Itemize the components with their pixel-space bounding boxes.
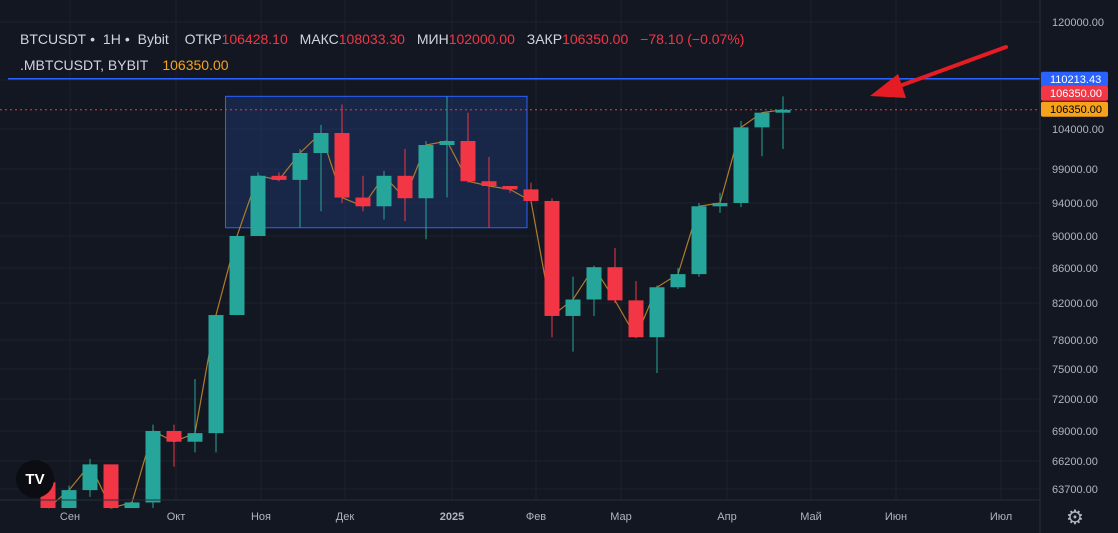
candle-body	[712, 203, 728, 207]
tradingview-logo[interactable]: TV	[16, 460, 54, 498]
price-tick-label: 78000.00	[1052, 335, 1098, 347]
low-value: 102000.00	[448, 31, 515, 47]
time-tick-label: Май	[800, 511, 822, 523]
candle-body	[502, 186, 518, 190]
hline-price-badge-bg	[1041, 71, 1108, 87]
candle-body	[733, 127, 749, 203]
sub-symbol-value: 106350.00	[162, 57, 229, 73]
time-tick-label: Июн	[885, 511, 907, 523]
symbol-label[interactable]: BTCUSDT	[20, 31, 87, 47]
legend-row-main: BTCUSDT • 1H • Bybit ОТКР106428.10 МАКС108…	[20, 31, 745, 47]
open-label: ОТКР	[184, 31, 222, 47]
candle-body	[418, 145, 434, 199]
candle-body	[229, 236, 245, 316]
candle-body	[355, 197, 371, 207]
candle-body	[544, 200, 560, 316]
candle-body	[334, 133, 350, 198]
range-box	[225, 95, 528, 229]
candle-body	[145, 431, 161, 503]
candle-body	[607, 267, 623, 301]
price-tick-label: 69000.00	[1052, 426, 1098, 438]
sub-symbol-label[interactable]: .MBTCUSDT, BYBIT	[20, 57, 149, 73]
exchange-label: Bybit	[137, 31, 169, 47]
candle-body	[187, 433, 203, 442]
price-tick-label: 82000.00	[1052, 298, 1098, 310]
candle-body	[124, 502, 140, 509]
last-price-badge-bg	[1041, 85, 1108, 101]
high-value: 108033.30	[338, 31, 405, 47]
hline-price-badge: 110213.43	[1050, 74, 1101, 86]
indicator-price-badge-bg	[1041, 101, 1108, 117]
time-tick-label: Окт	[167, 511, 186, 523]
candle-body	[691, 206, 707, 275]
candle-body	[397, 175, 413, 199]
candle-body	[460, 141, 476, 182]
price-tick-label: 63700.00	[1052, 484, 1098, 496]
candle-body	[754, 112, 770, 128]
price-tick-label: 99000.00	[1052, 164, 1098, 176]
price-tick-label: 94000.00	[1052, 198, 1098, 210]
last-price-badge: 106350.00	[1050, 88, 1102, 100]
candle-body	[586, 267, 602, 300]
candle-body	[103, 464, 119, 509]
interval-label[interactable]: 1H	[102, 31, 121, 47]
candle-body	[208, 315, 224, 434]
candle-body	[439, 141, 455, 145]
candle-body	[523, 189, 539, 201]
price-tick-label: 72000.00	[1052, 394, 1098, 406]
candle-body	[376, 175, 392, 207]
indicator-price-badge: 106350.00	[1050, 104, 1102, 116]
price-tick-label: 104000.00	[1052, 124, 1104, 136]
candle-body	[481, 181, 497, 186]
annotation-arrow	[884, 45, 1008, 93]
candle-body	[166, 431, 182, 442]
candle-body	[565, 299, 581, 316]
open-value: 106428.10	[221, 31, 288, 47]
candle-body	[292, 153, 308, 180]
change-value: −78.10 (−0.07%)	[640, 31, 745, 47]
time-tick-label: Апр	[717, 511, 736, 523]
candle-body	[61, 490, 77, 509]
candle-body	[775, 109, 791, 113]
candle-body	[271, 175, 287, 180]
time-tick-label: 2025	[440, 511, 464, 523]
high-label: МАКС	[299, 31, 339, 47]
time-tick-label: Ноя	[251, 511, 271, 523]
candle-body	[628, 300, 644, 338]
candle-body	[313, 133, 329, 153]
price-tick-label: 120000.00	[1052, 17, 1104, 29]
close-value: 106350.00	[562, 31, 629, 47]
time-tick-label: Дек	[336, 511, 355, 523]
close-label: ЗАКР	[526, 31, 563, 47]
gear-icon[interactable]: ⚙	[1066, 506, 1084, 529]
price-tick-label: 75000.00	[1052, 364, 1098, 376]
candle-body	[670, 274, 686, 288]
time-tick-label: Фев	[526, 511, 546, 523]
candle-body	[250, 175, 266, 236]
candle-body	[82, 464, 98, 491]
annotation-arrowhead	[870, 74, 906, 98]
price-tick-label: 66200.00	[1052, 456, 1098, 468]
low-label: МИН	[416, 31, 449, 47]
candle-body	[649, 287, 665, 338]
time-tick-label: Мар	[610, 511, 632, 523]
time-tick-label: Июл	[990, 511, 1012, 523]
logo-text: TV	[25, 470, 45, 488]
time-tick-label: Сен	[60, 511, 80, 523]
price-tick-label: 90000.00	[1052, 231, 1098, 243]
legend-row-indicator: .MBTCUSDT, BYBIT 106350.00	[20, 57, 233, 73]
price-tick-label: 86000.00	[1052, 263, 1098, 275]
